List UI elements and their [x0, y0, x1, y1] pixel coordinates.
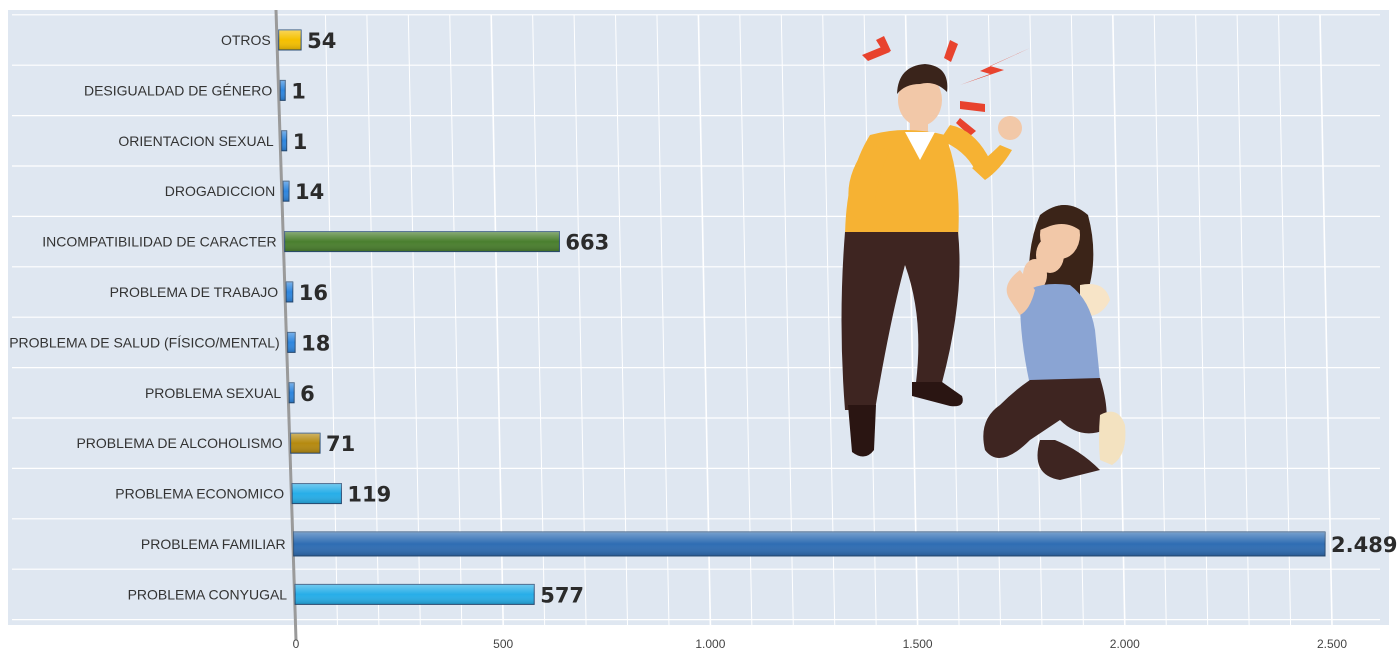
v-gridline: [366, 14, 380, 626]
x-tick-label: 2.500: [1317, 637, 1347, 651]
bar-shading: [292, 483, 342, 504]
bar-shading: [289, 382, 295, 403]
x-tick-label: 1.500: [903, 637, 933, 651]
value-label: 119: [347, 483, 391, 507]
v-gridline: [1112, 14, 1126, 626]
category-label: PROBLEMA DE ALCOHOLISMO: [76, 435, 282, 451]
y-axis-line: [274, 9, 298, 641]
bars: [278, 29, 1326, 605]
v-gridline: [656, 14, 670, 626]
category-label: PROBLEMA CONYUGAL: [128, 586, 288, 602]
value-label: 14: [295, 180, 324, 204]
v-gridline: [324, 14, 338, 626]
category-label: PROBLEMA SEXUAL: [145, 385, 281, 401]
value-label: 1: [293, 130, 308, 154]
category-label: PROBLEMA FAMILIAR: [141, 536, 286, 552]
v-gridline: [573, 14, 587, 626]
category-label: OTROS: [221, 32, 271, 48]
category-label: PROBLEMA DE SALUD (FÍSICO/MENTAL): [9, 334, 279, 350]
bar-shading: [287, 332, 296, 353]
man-figure: [841, 64, 1022, 457]
v-gridline: [1153, 14, 1167, 626]
value-label: 18: [301, 331, 330, 355]
x-tick-label: 0: [293, 637, 300, 651]
bar-shading: [290, 433, 321, 454]
value-label: 2.489: [1331, 533, 1397, 557]
bar-shading: [295, 584, 535, 605]
bar-shading: [286, 282, 293, 302]
value-label: 6: [300, 382, 315, 406]
v-gridline: [1236, 14, 1250, 626]
bar-shading: [280, 80, 286, 101]
category-label: DESIGUALDAD DE GÉNERO: [84, 82, 272, 98]
v-gridline: [987, 14, 1001, 626]
x-tick-label: 2.000: [1110, 637, 1140, 651]
category-label: INCOMPATIBILIDAD DE CARACTER: [42, 234, 276, 250]
v-gridline: [490, 14, 504, 626]
woman-figure: [983, 205, 1126, 480]
bar-shading: [284, 231, 560, 252]
bar-shading: [293, 532, 1326, 556]
v-gridline: [739, 14, 753, 626]
category-label: ORIENTACION SEXUAL: [118, 133, 274, 149]
bar-shading: [283, 181, 290, 202]
x-axis-ticks: 0 500 1.000 1.500 2.000 2.500: [293, 637, 1348, 651]
value-label: 663: [565, 231, 609, 255]
bar-shading: [281, 130, 287, 151]
v-gridline: [1278, 14, 1292, 626]
anger-marks-icon: [862, 36, 1030, 136]
y-axis: [274, 9, 298, 641]
value-label: 16: [299, 281, 328, 305]
value-label: 577: [540, 583, 584, 607]
gridlines: [12, 14, 1380, 626]
v-gridline: [822, 14, 836, 626]
bar-shading: [278, 30, 302, 50]
value-label: 54: [307, 29, 336, 53]
x-tick-label: 500: [493, 637, 513, 651]
v-gridline: [780, 14, 794, 626]
value-label: 71: [326, 432, 355, 456]
value-label: 1: [291, 79, 306, 103]
category-label: PROBLEMA DE TRABAJO: [110, 284, 279, 300]
v-gridline: [532, 14, 546, 626]
labels: OTROS 54 DESIGUALDAD DE GÉNERO 1 ORIENTACION…: [9, 29, 1397, 607]
v-gridline: [407, 14, 421, 626]
category-label: PROBLEMA ECONOMICO: [115, 486, 284, 502]
v-gridline: [449, 14, 463, 626]
v-gridline: [615, 14, 629, 626]
category-label: DROGADICCION: [165, 183, 275, 199]
v-gridline: [1319, 14, 1333, 626]
v-gridline: [1195, 14, 1209, 626]
v-gridline: [697, 14, 712, 626]
x-tick-label: 1.000: [695, 637, 725, 651]
domestic-argument-illustration: [841, 36, 1126, 480]
